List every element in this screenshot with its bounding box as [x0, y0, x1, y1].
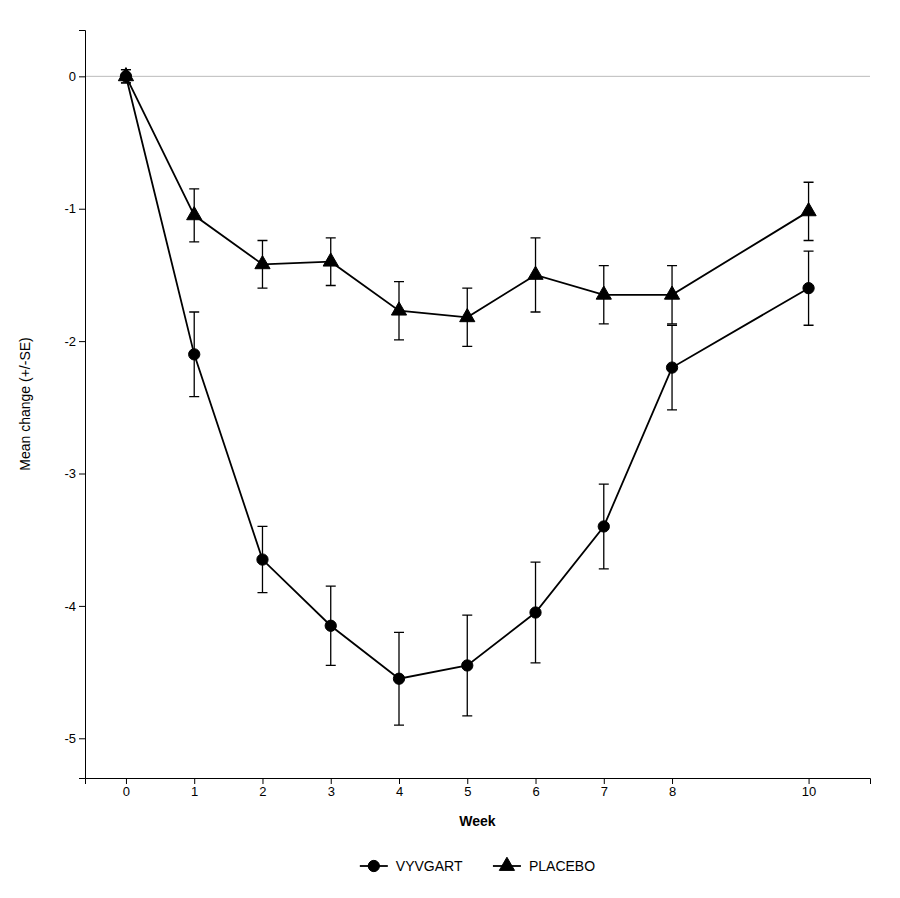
y-tick-label: -3 [64, 466, 76, 481]
marker [118, 68, 133, 81]
y-axis: 0 -1 -2 -3 -4 -5 [64, 31, 85, 779]
legend-label: VYVGART [396, 858, 463, 874]
marks [118, 68, 816, 725]
x-tick-label: 6 [532, 784, 539, 799]
x-tick-label: 2 [259, 784, 266, 799]
plot: 0 1 2 3 4 5 6 7 8 10 0 -1 -2 -3 -4 -5 Week Mean change (+… [17, 31, 871, 830]
chart: 0 1 2 3 4 5 6 7 8 10 0 -1 -2 -3 -4 -5 Week Mean change (+… [0, 0, 900, 898]
y-tick-label: 0 [69, 69, 76, 84]
x-tick-mark [194, 778, 195, 784]
x-tick: 2 [259, 778, 266, 799]
marker [189, 349, 200, 360]
y-tick-mark [79, 606, 85, 607]
x-tick-label: 7 [601, 784, 608, 799]
y-tick: -4 [64, 599, 85, 614]
legend-item: PLACEBO [493, 857, 595, 874]
x-tick-mark [536, 778, 537, 784]
series-line [126, 76, 809, 678]
x-tick: 1 [191, 778, 198, 799]
marker [257, 554, 268, 565]
zero-line [85, 76, 870, 77]
marker [325, 620, 336, 631]
x-tick-mark [672, 778, 673, 784]
marker [666, 362, 677, 373]
y-tick: -2 [64, 334, 85, 349]
marker [393, 673, 404, 684]
series [120, 70, 814, 725]
x-tick-label: 3 [328, 784, 335, 799]
error-bar [326, 586, 336, 665]
marker [460, 309, 475, 322]
marker [391, 302, 406, 315]
x-tick-mark [262, 778, 263, 784]
series-line [126, 76, 809, 317]
x-tick: 0 [123, 778, 130, 799]
error-bar [531, 562, 541, 663]
legend: VYVGART PLACEBO [360, 857, 595, 874]
marker [530, 607, 541, 618]
y-axis-title: Mean change (+/-SE) [17, 337, 33, 470]
y-tick-label: -4 [64, 599, 76, 614]
x-tick-label: 10 [802, 784, 816, 799]
x-tick-label: 1 [191, 784, 198, 799]
y-tick: -3 [64, 466, 85, 481]
marker [528, 266, 543, 279]
series [118, 68, 816, 347]
error-bar [189, 312, 199, 397]
y-tick-label: -2 [64, 334, 76, 349]
marker [803, 283, 814, 294]
legend-symbol [499, 857, 514, 870]
y-tick-mark [79, 209, 85, 210]
y-tick-mark [79, 76, 85, 77]
error-bar [257, 526, 267, 592]
error-bar [804, 251, 814, 325]
marker [462, 660, 473, 671]
error-bar [394, 632, 404, 725]
legend-label: PLACEBO [529, 858, 595, 874]
legend-item: VYVGART [360, 858, 463, 874]
x-axis: 0 1 2 3 4 5 6 7 8 10 [86, 778, 871, 799]
y-tick: -5 [64, 731, 85, 746]
y-tick: 0 [69, 69, 85, 84]
x-tick-mark [467, 778, 468, 784]
x-tick: 10 [802, 778, 816, 799]
marker [323, 253, 338, 266]
y-tick: -1 [64, 201, 85, 216]
x-tick-mark [331, 778, 332, 784]
y-tick-mark [79, 341, 85, 342]
x-axis-line [86, 779, 871, 785]
x-tick-mark [126, 778, 127, 784]
marker [598, 521, 609, 532]
x-tick-label: 0 [123, 784, 130, 799]
x-tick: 7 [601, 778, 608, 799]
x-tick: 4 [396, 778, 403, 799]
x-tick: 6 [532, 778, 539, 799]
marker [664, 286, 679, 299]
marker [596, 286, 611, 299]
x-tick: 3 [328, 778, 335, 799]
x-tick-label: 5 [464, 784, 471, 799]
x-tick-mark [604, 778, 605, 784]
y-axis-line [79, 31, 86, 779]
x-tick-label: 8 [669, 784, 676, 799]
x-tick: 5 [464, 778, 471, 799]
y-tick-mark [79, 474, 85, 475]
marker [255, 256, 270, 269]
x-tick-mark [809, 778, 810, 784]
x-tick: 8 [669, 778, 676, 799]
error-bar [667, 325, 677, 410]
y-tick-label: -1 [64, 201, 76, 216]
legend-symbol [368, 860, 379, 871]
error-bar [462, 615, 472, 716]
x-tick-label: 4 [396, 784, 403, 799]
marker [801, 203, 816, 216]
x-axis-title: Week [459, 813, 496, 829]
x-tick-mark [399, 778, 400, 784]
error-bar [599, 484, 609, 569]
y-tick-label: -5 [64, 731, 76, 746]
marker [187, 207, 202, 220]
y-tick-mark [79, 738, 85, 739]
